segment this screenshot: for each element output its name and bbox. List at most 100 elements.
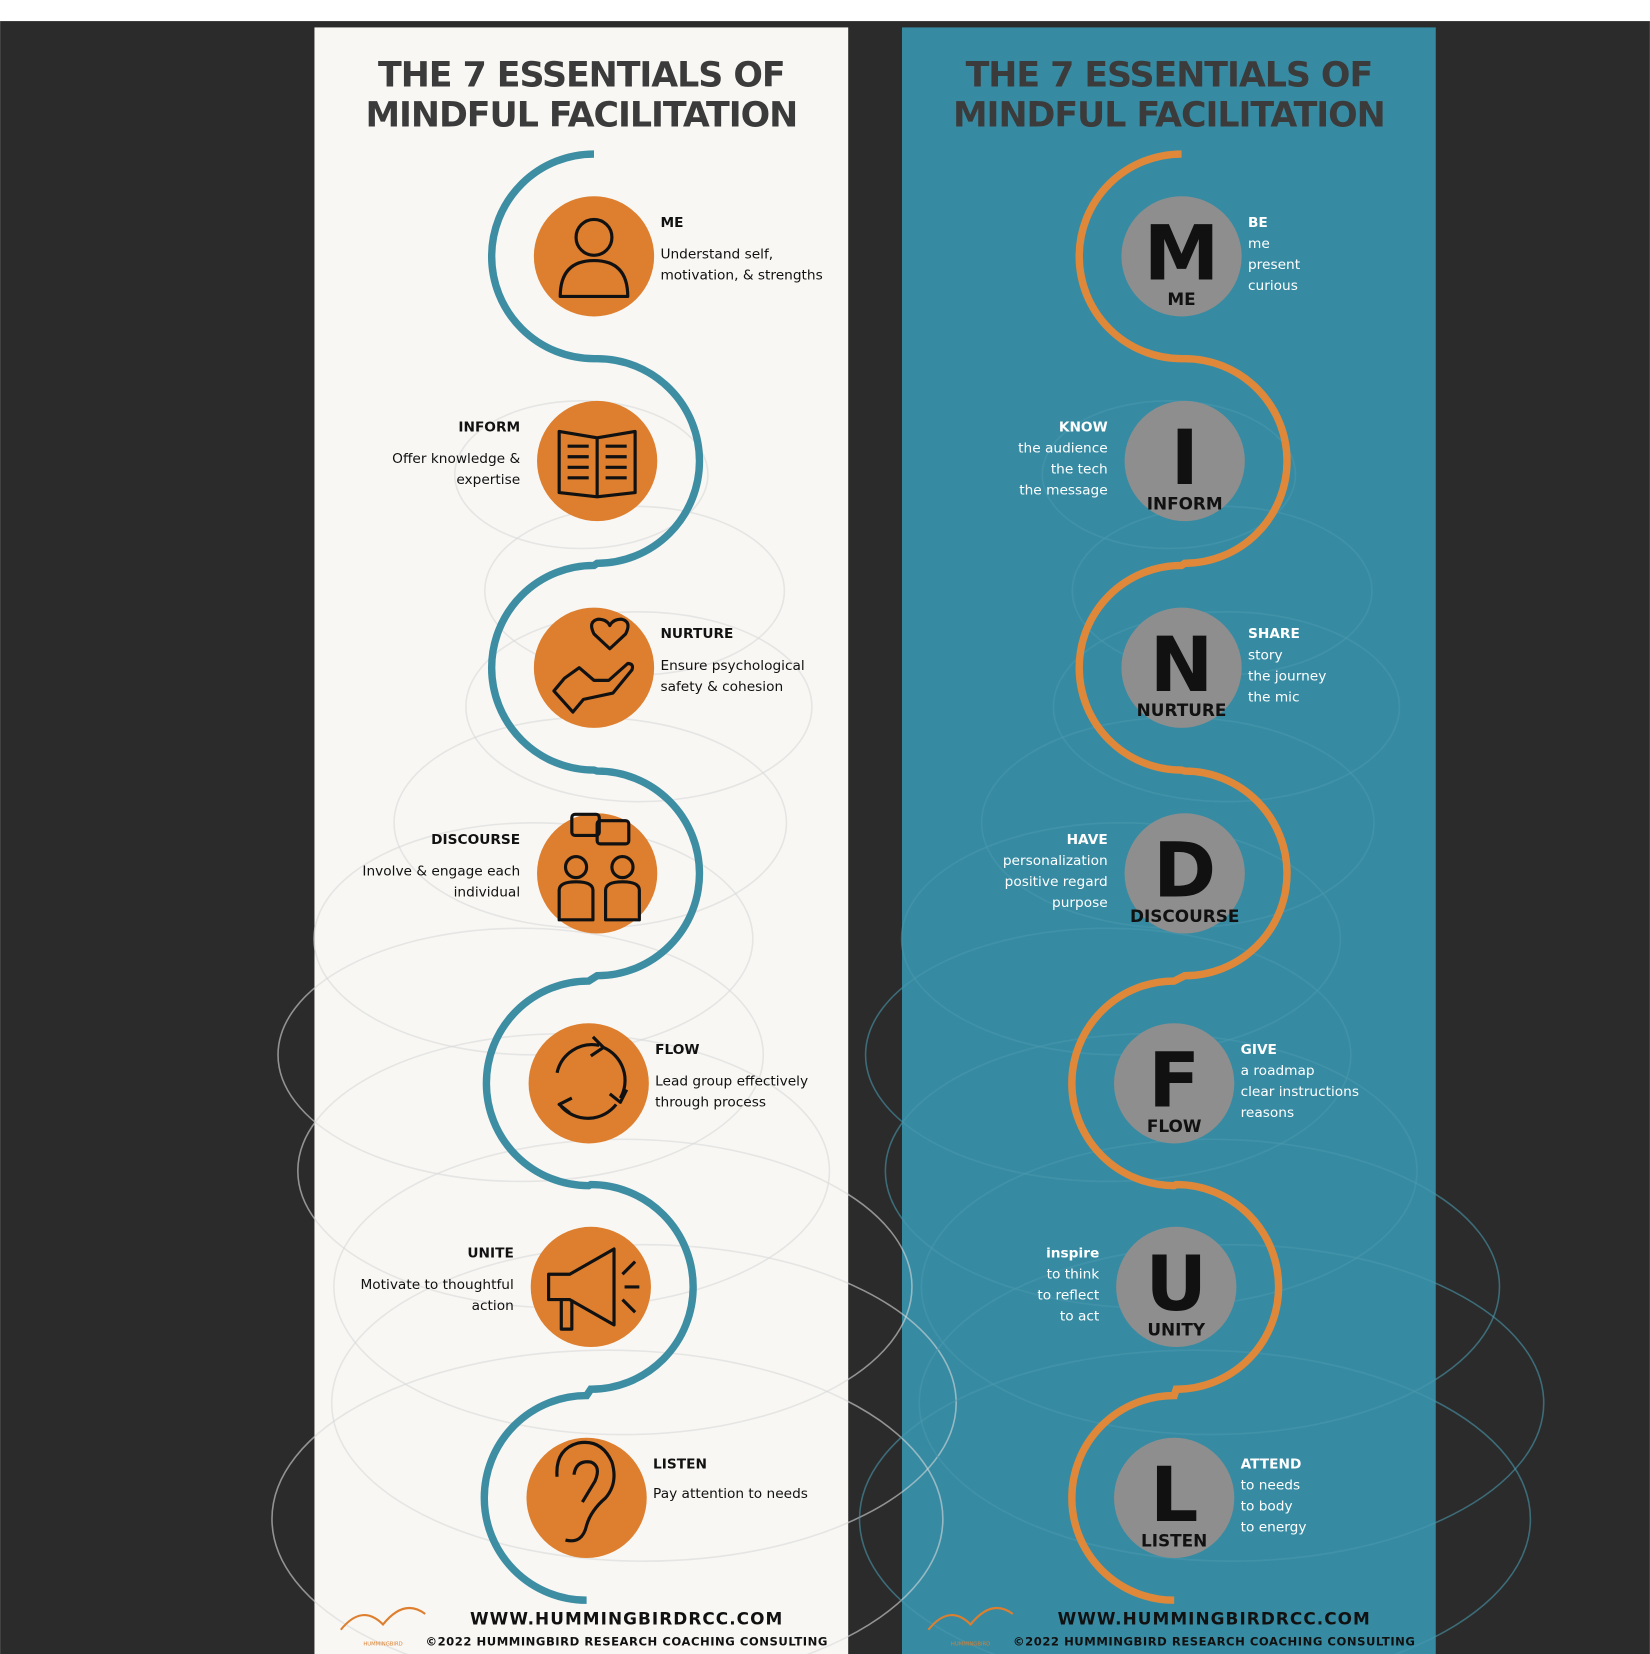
item-text: Ensure psychological: [660, 658, 804, 674]
item-heading: DISCOURSE: [431, 832, 520, 848]
item-icon: [547, 1247, 640, 1331]
page-title: MINDFUL FACILITATION: [365, 96, 797, 136]
icon-shape: [610, 854, 635, 880]
icon-shape: [574, 217, 614, 257]
icon-shape: [555, 1440, 616, 1543]
item-heading: HAVE: [1067, 832, 1108, 848]
item-heading: KNOW: [1059, 419, 1108, 435]
item-text: individual: [454, 885, 521, 901]
item-text: Understand self,: [660, 246, 773, 262]
icon-shape: [559, 1299, 574, 1331]
contour: [333, 1138, 913, 1436]
item-heading: BE: [1248, 215, 1268, 231]
item-heading: LISTEN: [653, 1456, 707, 1472]
item-word: UNITY: [1147, 1319, 1206, 1339]
contour: [453, 400, 709, 550]
item-word: ME: [1167, 289, 1195, 309]
item-text: Offer knowledge &: [392, 451, 520, 467]
item-text: the journey: [1248, 668, 1326, 684]
contour: [920, 1138, 1501, 1436]
item-text: curious: [1248, 278, 1298, 294]
contour: [277, 927, 765, 1183]
item-word: INFORM: [1147, 493, 1223, 513]
item-text: action: [472, 1298, 514, 1314]
contour: [465, 611, 813, 803]
icon-shape: [557, 1035, 629, 1115]
icon-shape: [572, 1460, 599, 1503]
item-text: clear instructions: [1241, 1084, 1359, 1100]
item-icon: [557, 812, 641, 922]
wave-line: [480, 150, 704, 1604]
contour: [1041, 400, 1297, 550]
logo-mark: [927, 1606, 1014, 1631]
item-text: to needs: [1241, 1477, 1300, 1493]
item-text: a roadmap: [1241, 1063, 1315, 1079]
item-text: purpose: [1052, 895, 1108, 911]
item-circle: [1124, 813, 1245, 934]
item-circle: [528, 1023, 649, 1144]
item-heading: UNITE: [467, 1245, 513, 1261]
contour: [918, 1243, 1545, 1562]
item-text: to act: [1060, 1309, 1100, 1325]
item-text: the message: [1019, 483, 1107, 499]
item-heading: ME: [660, 215, 683, 231]
item-text: to energy: [1241, 1520, 1307, 1536]
icon-shape: [595, 819, 631, 846]
icon-shape: [558, 258, 630, 298]
icon-shape: [552, 661, 635, 714]
item-heading: SHARE: [1248, 626, 1300, 642]
item-text: Lead group effectively: [655, 1073, 808, 1089]
item-text: to think: [1047, 1266, 1100, 1282]
contour: [864, 927, 1352, 1183]
contour: [313, 821, 754, 1056]
icon-shape: [557, 880, 641, 922]
icon-shape: [570, 812, 601, 838]
item-heading: INFORM: [458, 419, 520, 435]
item-icon: [555, 1035, 629, 1120]
item-icon: [558, 217, 630, 298]
item-text: Motivate to thoughtful: [360, 1277, 513, 1293]
item-circle: [533, 607, 655, 728]
item-letter: D: [1153, 827, 1216, 915]
item-letter: F: [1148, 1037, 1200, 1125]
footer-copyright: ©2022 HUMMINGBIRD RESEARCH COACHING CONS…: [1013, 1635, 1415, 1649]
item-circle: [1114, 1023, 1235, 1144]
logo-text: HUMMINGBIRD: [951, 1642, 990, 1648]
contour: [858, 1349, 1532, 1654]
item-circle: [1116, 1226, 1237, 1348]
footer-copyright: ©2022 HUMMINGBIRD RESEARCH COACHING CONS…: [425, 1635, 827, 1649]
item-icon: [557, 429, 637, 499]
item-text: the mic: [1248, 689, 1300, 705]
wave-line: [1068, 150, 1291, 1604]
item-heading: FLOW: [655, 1042, 699, 1058]
contour: [900, 821, 1342, 1056]
icon-shape: [567, 444, 627, 480]
item-word: LISTEN: [1141, 1530, 1207, 1550]
logo-mark: [340, 1606, 426, 1631]
contour: [1052, 611, 1401, 803]
item-letter: I: [1171, 414, 1199, 502]
logo-text: HUMMINGBIRD: [363, 1642, 402, 1648]
item-heading: ATTEND: [1241, 1456, 1302, 1472]
page-title: MINDFUL FACILITATION: [953, 96, 1385, 136]
item-text: present: [1248, 257, 1301, 273]
item-heading: inspire: [1046, 1245, 1099, 1261]
item-text: through process: [655, 1095, 766, 1111]
item-word: NURTURE: [1137, 700, 1227, 720]
item-heading: GIVE: [1241, 1042, 1277, 1058]
item-letter: N: [1150, 621, 1214, 709]
item-text: the audience: [1018, 441, 1108, 457]
item-letter: L: [1150, 1451, 1198, 1539]
item-text: to body: [1241, 1499, 1293, 1515]
item-letter: U: [1145, 1240, 1207, 1328]
item-text: safety & cohesion: [660, 679, 783, 695]
item-text: to reflect: [1037, 1288, 1099, 1304]
item-text: Involve & engage each: [362, 864, 520, 880]
item-circle: [1121, 607, 1242, 728]
item-text: story: [1248, 647, 1283, 663]
item-icon: [555, 1440, 616, 1543]
icon-shape: [563, 854, 589, 880]
